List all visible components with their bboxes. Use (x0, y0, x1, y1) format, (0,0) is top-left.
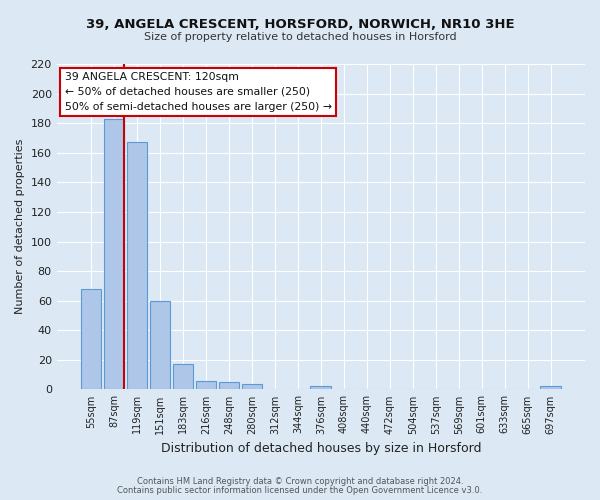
Text: 39 ANGELA CRESCENT: 120sqm
← 50% of detached houses are smaller (250)
50% of sem: 39 ANGELA CRESCENT: 120sqm ← 50% of deta… (65, 72, 332, 112)
Text: Contains public sector information licensed under the Open Government Licence v3: Contains public sector information licen… (118, 486, 482, 495)
X-axis label: Distribution of detached houses by size in Horsford: Distribution of detached houses by size … (161, 442, 481, 455)
Bar (104, 118, 124, 390)
Bar (173, 364, 193, 390)
Bar (242, 384, 262, 390)
Bar (310, 386, 331, 390)
Bar (80, 289, 101, 390)
Text: Size of property relative to detached houses in Horsford: Size of property relative to detached ho… (143, 32, 457, 42)
Y-axis label: Number of detached properties: Number of detached properties (15, 139, 25, 314)
Bar (149, 300, 170, 390)
Bar (196, 380, 216, 390)
Bar (218, 382, 239, 390)
Bar (127, 142, 148, 390)
Text: 39, ANGELA CRESCENT, HORSFORD, NORWICH, NR10 3HE: 39, ANGELA CRESCENT, HORSFORD, NORWICH, … (86, 18, 514, 30)
Text: Contains HM Land Registry data © Crown copyright and database right 2024.: Contains HM Land Registry data © Crown c… (137, 477, 463, 486)
Bar (541, 386, 561, 390)
